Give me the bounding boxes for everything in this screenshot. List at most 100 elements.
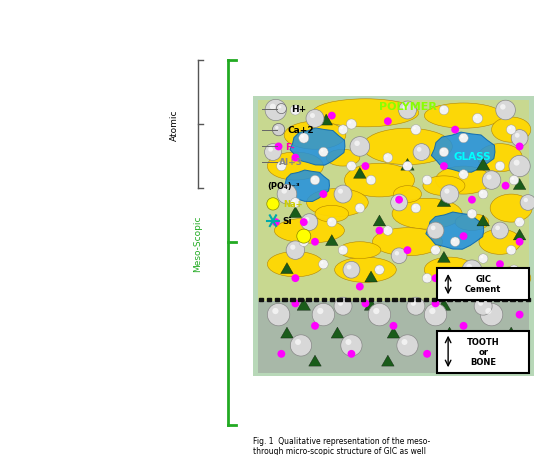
Circle shape bbox=[461, 136, 464, 138]
Bar bbox=[487, 298, 491, 302]
Circle shape bbox=[292, 154, 299, 162]
Circle shape bbox=[466, 264, 472, 270]
Circle shape bbox=[451, 126, 459, 134]
Circle shape bbox=[432, 275, 439, 283]
Bar bbox=[408, 298, 412, 302]
Circle shape bbox=[338, 189, 343, 194]
Circle shape bbox=[334, 298, 352, 315]
FancyBboxPatch shape bbox=[437, 331, 529, 373]
Text: POLYMER: POLYMER bbox=[378, 101, 437, 111]
Circle shape bbox=[267, 304, 290, 326]
Bar bbox=[518, 298, 522, 302]
Circle shape bbox=[440, 186, 459, 204]
Circle shape bbox=[397, 335, 418, 356]
Bar bbox=[306, 298, 310, 302]
Ellipse shape bbox=[326, 150, 360, 167]
Circle shape bbox=[338, 126, 348, 135]
Bar bbox=[353, 298, 357, 302]
Circle shape bbox=[340, 127, 343, 130]
Circle shape bbox=[427, 222, 444, 239]
Circle shape bbox=[310, 114, 315, 119]
Circle shape bbox=[312, 178, 315, 181]
Circle shape bbox=[424, 276, 427, 278]
Text: Si: Si bbox=[283, 217, 292, 226]
Circle shape bbox=[301, 214, 318, 231]
Polygon shape bbox=[364, 299, 378, 311]
Text: (PO₄)⁻³: (PO₄)⁻³ bbox=[267, 182, 300, 191]
Bar bbox=[275, 298, 279, 302]
Circle shape bbox=[458, 339, 464, 345]
Circle shape bbox=[403, 162, 412, 172]
Circle shape bbox=[405, 164, 407, 167]
Text: GLASS: GLASS bbox=[453, 152, 491, 162]
Text: Ca+2: Ca+2 bbox=[287, 126, 314, 135]
Circle shape bbox=[306, 110, 324, 128]
Bar bbox=[526, 298, 530, 302]
Circle shape bbox=[495, 226, 500, 231]
Bar bbox=[345, 298, 350, 302]
Circle shape bbox=[444, 189, 450, 194]
Circle shape bbox=[516, 238, 523, 246]
Circle shape bbox=[495, 162, 505, 172]
Circle shape bbox=[291, 198, 300, 208]
Circle shape bbox=[355, 204, 364, 213]
Circle shape bbox=[520, 195, 536, 211]
Circle shape bbox=[452, 239, 455, 242]
Circle shape bbox=[478, 301, 483, 306]
Ellipse shape bbox=[436, 167, 492, 195]
Ellipse shape bbox=[393, 186, 421, 203]
Circle shape bbox=[439, 106, 448, 116]
Circle shape bbox=[509, 265, 519, 275]
Circle shape bbox=[356, 283, 364, 291]
Circle shape bbox=[328, 112, 336, 120]
Circle shape bbox=[480, 304, 503, 326]
Circle shape bbox=[509, 176, 519, 186]
Circle shape bbox=[482, 172, 501, 190]
Bar bbox=[502, 298, 507, 302]
Circle shape bbox=[391, 248, 407, 264]
Ellipse shape bbox=[267, 153, 323, 181]
Polygon shape bbox=[365, 272, 377, 283]
Circle shape bbox=[385, 156, 388, 158]
Circle shape bbox=[279, 164, 281, 167]
Bar bbox=[259, 298, 264, 302]
Ellipse shape bbox=[284, 122, 346, 150]
Bar bbox=[329, 298, 334, 302]
Text: Meso-Scopic: Meso-Scopic bbox=[193, 215, 202, 271]
Circle shape bbox=[291, 335, 312, 356]
Circle shape bbox=[411, 301, 416, 306]
Bar bbox=[337, 298, 342, 302]
Polygon shape bbox=[476, 159, 490, 171]
Circle shape bbox=[383, 226, 392, 236]
Circle shape bbox=[451, 238, 460, 247]
Ellipse shape bbox=[492, 268, 531, 290]
Circle shape bbox=[354, 141, 360, 147]
Circle shape bbox=[423, 176, 432, 186]
Circle shape bbox=[311, 322, 319, 330]
Text: Al+3: Al+3 bbox=[279, 158, 302, 167]
Circle shape bbox=[297, 230, 311, 243]
Ellipse shape bbox=[274, 218, 344, 243]
Circle shape bbox=[305, 217, 309, 222]
Circle shape bbox=[469, 212, 472, 214]
Bar bbox=[322, 298, 326, 302]
Circle shape bbox=[301, 136, 304, 138]
Circle shape bbox=[474, 298, 492, 315]
Circle shape bbox=[295, 339, 301, 345]
Circle shape bbox=[277, 185, 297, 204]
Circle shape bbox=[508, 127, 511, 130]
Circle shape bbox=[512, 267, 514, 270]
Bar bbox=[494, 298, 499, 302]
Circle shape bbox=[368, 178, 371, 181]
Polygon shape bbox=[387, 327, 400, 339]
Circle shape bbox=[299, 238, 308, 247]
Ellipse shape bbox=[424, 104, 503, 129]
Circle shape bbox=[357, 206, 360, 208]
Circle shape bbox=[439, 148, 448, 157]
Bar bbox=[424, 298, 428, 302]
Polygon shape bbox=[331, 327, 344, 339]
Ellipse shape bbox=[335, 258, 396, 283]
Circle shape bbox=[403, 106, 407, 111]
Circle shape bbox=[277, 162, 286, 172]
Circle shape bbox=[270, 104, 276, 110]
